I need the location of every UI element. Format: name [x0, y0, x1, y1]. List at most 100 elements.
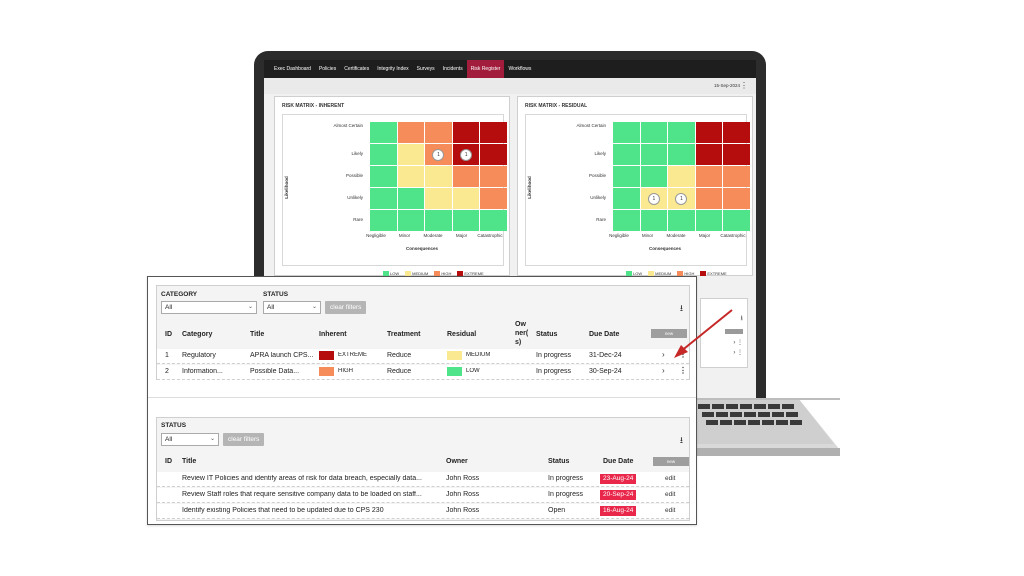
matrix-cell[interactable] — [452, 210, 480, 231]
status-filter-label: STATUS — [263, 291, 289, 298]
matrix-cell[interactable] — [723, 144, 750, 165]
matrix-cell[interactable] — [640, 166, 668, 187]
matrix-cell[interactable] — [452, 188, 480, 209]
cell-owner: John Ross — [446, 507, 480, 514]
category-select[interactable]: All ⌄ — [161, 301, 257, 314]
matrix-cell[interactable] — [640, 144, 668, 165]
chevron-right-icon[interactable]: › — [662, 350, 665, 359]
tab-workflows[interactable]: Workflows — [508, 66, 532, 72]
edit-link[interactable]: edit — [665, 491, 676, 498]
risk-count-marker[interactable]: 1 — [432, 148, 445, 161]
inherent-title: RISK MATRIX - INHERENT — [282, 103, 345, 109]
matrix-cell[interactable] — [480, 144, 507, 165]
download-icon[interactable]: ⭳ — [679, 435, 683, 445]
row-menu-icon[interactable]: ⋮ — [679, 366, 687, 375]
matrix-cell[interactable] — [723, 166, 750, 187]
row-menu-icon[interactable]: ⋮ — [679, 350, 687, 359]
matrix-cell[interactable] — [613, 122, 640, 143]
tab-exec-dashboard[interactable]: Exec Dashboard — [274, 66, 311, 72]
download-icon[interactable]: ⭳ — [740, 315, 743, 322]
new-task-button[interactable]: new — [653, 457, 689, 466]
matrix-cell[interactable] — [425, 210, 452, 231]
edit-link[interactable]: edit — [665, 507, 676, 514]
matrix-cell[interactable] — [480, 166, 507, 187]
chevron-right-icon[interactable]: › — [662, 366, 665, 375]
table-row[interactable] — [157, 488, 689, 503]
table-row[interactable] — [157, 365, 689, 380]
matrix-cell[interactable] — [668, 210, 695, 231]
matrix-cell[interactable] — [425, 122, 452, 143]
matrix-cell[interactable] — [695, 122, 723, 143]
matrix-cell[interactable] — [397, 122, 425, 143]
matrix-cell[interactable] — [370, 144, 397, 165]
tab-certificates[interactable]: Certificates — [344, 66, 370, 72]
task-status-select[interactable]: All ⌄ — [161, 433, 219, 446]
row-label: Almost Certain — [576, 123, 606, 128]
matrix-cell[interactable] — [425, 166, 452, 187]
risk-count-marker[interactable]: 1 — [647, 192, 660, 205]
cell-title: APRA launch CPS... — [250, 352, 314, 359]
matrix-cell[interactable]: 1 — [640, 188, 668, 209]
table-row[interactable] — [157, 349, 689, 364]
matrix-cell[interactable] — [695, 166, 723, 187]
clear-filters-button[interactable]: clear filters — [223, 433, 265, 446]
cell-id: 2 — [165, 368, 169, 375]
matrix-cell[interactable] — [695, 188, 723, 209]
matrix-cell[interactable] — [480, 122, 507, 143]
matrix-cell[interactable] — [452, 122, 480, 143]
matrix-cell[interactable] — [613, 144, 640, 165]
matrix-cell[interactable] — [397, 210, 425, 231]
table-row[interactable] — [157, 504, 689, 519]
matrix-cell[interactable] — [668, 166, 695, 187]
chevron-right-icon[interactable]: › ⋮ — [733, 350, 743, 356]
chevron-down-icon: ⌄ — [247, 304, 253, 310]
inherent-rating-swatch — [319, 351, 334, 360]
more-options-icon[interactable]: ⋮ — [740, 81, 748, 90]
tab-integrity-index[interactable]: Integrity Index — [377, 66, 409, 72]
clear-filters-button[interactable]: clear filters — [325, 301, 367, 314]
download-icon[interactable]: ⭳ — [679, 303, 683, 313]
matrix-cell[interactable] — [613, 166, 640, 187]
matrix-cell[interactable] — [425, 188, 452, 209]
chevron-down-icon: ⌄ — [311, 304, 317, 310]
matrix-cell[interactable] — [397, 144, 425, 165]
risk-count-marker[interactable]: 1 — [675, 192, 688, 205]
matrix-cell[interactable] — [695, 210, 723, 231]
matrix-cell[interactable] — [668, 122, 695, 143]
cell-title: Review IT Policies and identify areas of… — [182, 475, 422, 482]
matrix-cell[interactable] — [723, 210, 750, 231]
matrix-cell[interactable] — [723, 188, 750, 209]
matrix-cell[interactable] — [370, 166, 397, 187]
matrix-cell[interactable] — [370, 122, 397, 143]
matrix-cell[interactable]: 1 — [452, 144, 480, 165]
col-header-inherent: Inherent — [319, 331, 347, 338]
tab-incidents[interactable]: Incidents — [442, 66, 463, 72]
new-risk-button[interactable]: new — [651, 329, 687, 338]
chevron-right-icon[interactable]: › ⋮ — [733, 340, 743, 346]
matrix-cell[interactable] — [668, 144, 695, 165]
tab-surveys[interactable]: Surveys — [416, 66, 435, 72]
cell-treatment: Reduce — [387, 368, 412, 375]
matrix-cell[interactable] — [480, 188, 507, 209]
matrix-cell[interactable] — [397, 188, 425, 209]
matrix-cell[interactable] — [695, 144, 723, 165]
new-button[interactable] — [725, 329, 743, 334]
matrix-cell[interactable] — [723, 122, 750, 143]
matrix-cell[interactable]: 1 — [425, 144, 452, 165]
matrix-cell[interactable] — [397, 166, 425, 187]
table-row[interactable] — [157, 472, 689, 487]
matrix-cell[interactable] — [640, 122, 668, 143]
tab-policies[interactable]: Policies — [318, 66, 337, 72]
matrix-cell[interactable]: 1 — [668, 188, 695, 209]
matrix-cell[interactable] — [480, 210, 507, 231]
edit-link[interactable]: edit — [665, 475, 676, 482]
matrix-cell[interactable] — [640, 210, 668, 231]
matrix-cell[interactable] — [613, 210, 640, 231]
matrix-cell[interactable] — [370, 188, 397, 209]
status-select[interactable]: All ⌄ — [263, 301, 321, 314]
matrix-cell[interactable] — [452, 166, 480, 187]
matrix-cell[interactable] — [613, 188, 640, 209]
matrix-cell[interactable] — [370, 210, 397, 231]
tab-risk-register[interactable]: Risk Register — [466, 60, 505, 78]
risk-count-marker[interactable]: 1 — [460, 148, 473, 161]
